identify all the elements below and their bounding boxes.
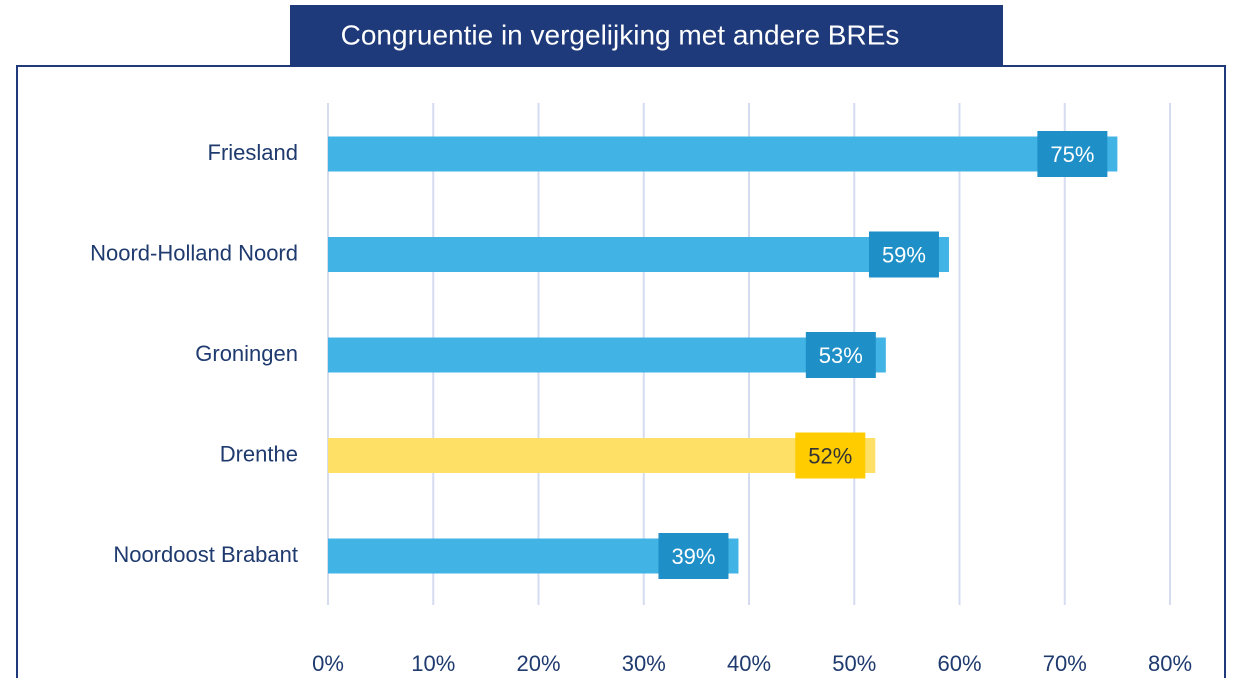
value-label-box — [1037, 131, 1108, 177]
x-tick-label: 10% — [411, 651, 455, 676]
title-box — [290, 5, 1003, 66]
chart-title: Congruentie in vergelijking met andere B… — [341, 19, 900, 50]
x-tick-label: 70% — [1043, 651, 1087, 676]
value-label-box — [658, 533, 729, 579]
y-tick-label: Noord-Holland Noord — [90, 240, 298, 265]
value-label-box — [868, 231, 939, 278]
x-tick-label: 0% — [312, 651, 344, 676]
y-tick-label: Noordoost Brabant — [113, 542, 298, 567]
x-tick-label: 60% — [937, 651, 981, 676]
y-tick-label: Friesland — [208, 140, 298, 165]
x-tick-label: 80% — [1148, 651, 1192, 676]
bar — [328, 438, 876, 473]
y-tick-label: Drenthe — [220, 441, 298, 466]
value-label: 53% — [819, 343, 863, 368]
bar — [328, 337, 886, 373]
value-label: 52% — [808, 443, 852, 468]
value-label-box — [805, 332, 876, 378]
x-tick-label: 20% — [516, 651, 560, 676]
x-tick-label: 50% — [832, 651, 876, 676]
bar — [328, 136, 1118, 172]
value-label-box — [795, 432, 866, 479]
x-tick-label: 40% — [727, 651, 771, 676]
x-tick-label: 30% — [622, 651, 666, 676]
value-label: 39% — [671, 544, 715, 569]
value-label: 75% — [1050, 142, 1094, 167]
value-label: 59% — [882, 242, 926, 267]
y-tick-label: Groningen — [195, 341, 298, 366]
bar — [328, 237, 949, 272]
